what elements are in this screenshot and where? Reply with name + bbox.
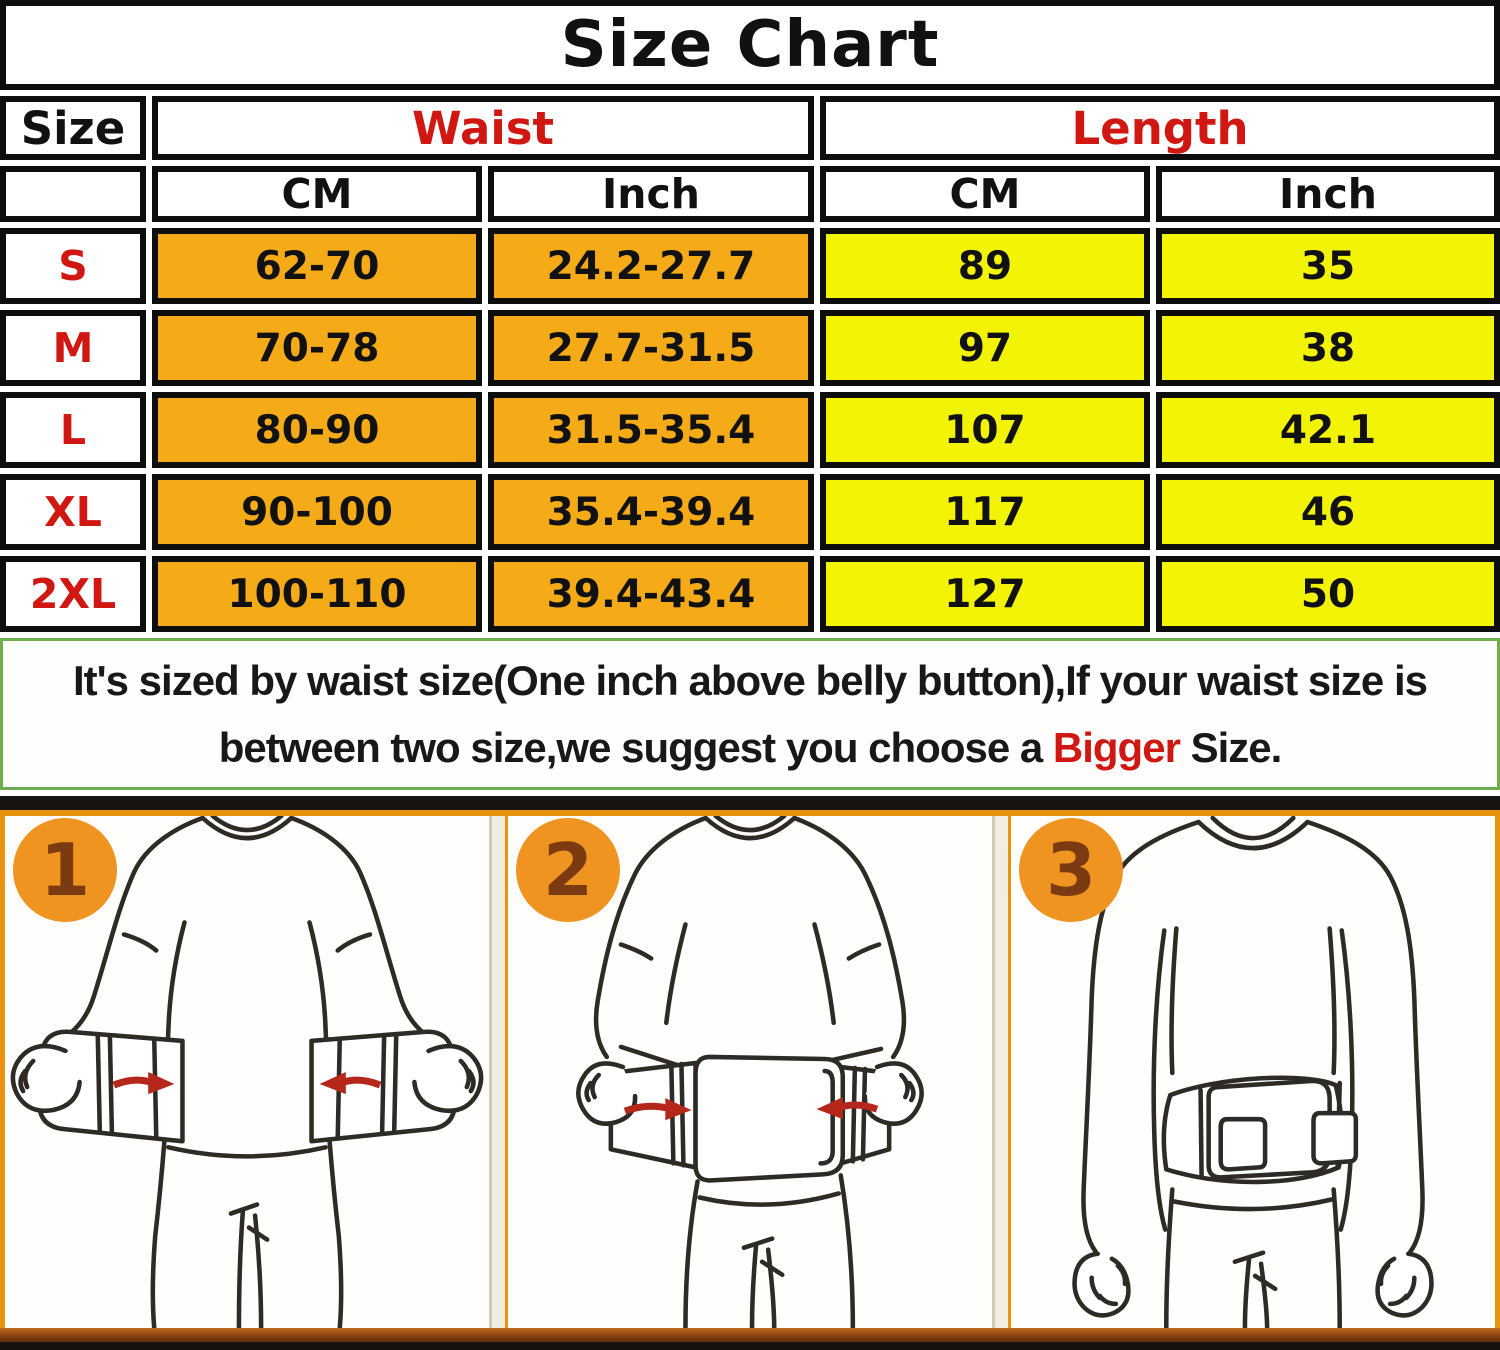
- table-cell-length-inch: 42.1: [1156, 392, 1500, 468]
- table-row-size: XL: [0, 474, 146, 550]
- table-cell-length-cm: 127: [820, 556, 1150, 632]
- table-cell-waist-inch: 39.4-43.4: [488, 556, 814, 632]
- bottom-border-line: [0, 1342, 1500, 1350]
- table-cell-length-inch: 50: [1156, 556, 1500, 632]
- section-divider-bar: [0, 796, 1500, 810]
- table-cell-length-inch: 38: [1156, 310, 1500, 386]
- sizing-note: It's sized by waist size(One inch above …: [0, 638, 1500, 790]
- table-cell-length-inch: 46: [1156, 474, 1500, 550]
- pull-direction-arrows: [623, 1097, 879, 1121]
- page-title: Size Chart: [0, 0, 1500, 90]
- unit-header-length-inch: Inch: [1156, 166, 1500, 222]
- panel-divider: [489, 816, 508, 1328]
- fists: [1072, 1251, 1434, 1318]
- body-outline: [593, 816, 907, 1328]
- sizing-note-text: It's sized by waist size(One inch above …: [33, 647, 1467, 781]
- table-row-size: 2XL: [0, 556, 146, 632]
- table-cell-length-cm: 89: [820, 228, 1150, 304]
- wearing-steps-panels: 1: [0, 810, 1500, 1328]
- panel-divider: [992, 816, 1011, 1328]
- belt-band: [608, 1044, 892, 1183]
- pull-direction-arrows: [112, 1072, 382, 1095]
- table-cell-waist-cm: 80-90: [152, 392, 482, 468]
- figure-step-3-illustration: [1072, 816, 1434, 1328]
- step-2-badge: 2: [516, 818, 620, 922]
- step-3-panel: 3: [1011, 816, 1495, 1328]
- unit-header-waist-inch: Inch: [488, 166, 814, 222]
- body-outline: [49, 816, 445, 1328]
- fists: [576, 1061, 924, 1126]
- unit-header-waist-cm: CM: [152, 166, 482, 222]
- belt-band: [1161, 1075, 1359, 1185]
- step-1-badge: 1: [13, 818, 117, 922]
- note-text-before: It's sized by waist size(One inch above …: [73, 656, 1428, 771]
- table-row-size: L: [0, 392, 146, 468]
- unit-header-blank: [0, 166, 146, 222]
- table-cell-waist-cm: 90-100: [152, 474, 482, 550]
- step-1-panel: 1: [5, 816, 489, 1328]
- table-cell-length-inch: 35: [1156, 228, 1500, 304]
- column-group-waist: Waist: [152, 96, 814, 160]
- table-cell-waist-inch: 27.7-31.5: [488, 310, 814, 386]
- table-cell-waist-inch: 31.5-35.4: [488, 392, 814, 468]
- size-chart-table: Size Chart Size Waist Length CM Inch CM …: [0, 0, 1500, 632]
- table-row-size: S: [0, 228, 146, 304]
- column-header-size: Size: [0, 96, 146, 160]
- step-2-panel: 2: [508, 816, 992, 1328]
- note-text-after: Size.: [1179, 724, 1283, 771]
- unit-header-length-cm: CM: [820, 166, 1150, 222]
- table-cell-length-cm: 117: [820, 474, 1150, 550]
- table-cell-waist-cm: 62-70: [152, 228, 482, 304]
- table-cell-waist-cm: 100-110: [152, 556, 482, 632]
- figure-step-2-illustration: [576, 816, 924, 1328]
- table-row-size: M: [0, 310, 146, 386]
- table-cell-length-cm: 107: [820, 392, 1150, 468]
- fists: [10, 1043, 484, 1114]
- table-cell-waist-inch: 24.2-27.7: [488, 228, 814, 304]
- body-outline: [1081, 816, 1425, 1328]
- table-cell-waist-cm: 70-78: [152, 310, 482, 386]
- figure-step-1-illustration: [10, 816, 484, 1328]
- bottom-frame-bar: [0, 1328, 1500, 1342]
- note-highlight-bigger: Bigger: [1052, 724, 1181, 771]
- column-group-length: Length: [820, 96, 1500, 160]
- step-3-badge: 3: [1019, 818, 1123, 922]
- table-cell-length-cm: 97: [820, 310, 1150, 386]
- table-cell-waist-inch: 35.4-39.4: [488, 474, 814, 550]
- belt-wings: [37, 1029, 457, 1144]
